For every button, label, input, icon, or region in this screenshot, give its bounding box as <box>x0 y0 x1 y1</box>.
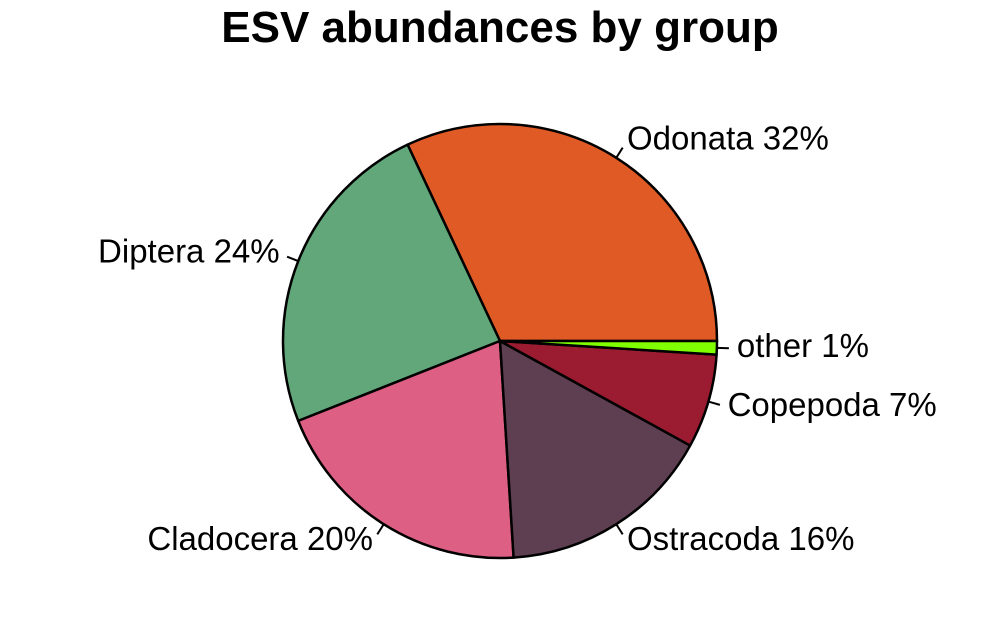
label-tick-odonata <box>615 147 624 159</box>
label-tick-cladocera <box>376 523 385 535</box>
label-tick-diptera <box>286 255 299 263</box>
slice-label-copepoda: Copepoda 7% <box>728 386 937 423</box>
slice-label-odonata: Odonata 32% <box>627 120 829 157</box>
slice-label-diptera: Diptera 24% <box>98 232 280 269</box>
slice-label-ostracoda: Ostracoda 16% <box>627 520 854 557</box>
label-tick-copepoda <box>708 400 721 406</box>
pie-slice-odonata <box>406 122 719 343</box>
pie-slice-cladocera <box>296 339 515 560</box>
label-tick-ostracoda <box>615 523 624 535</box>
slice-label-other: other 1% <box>737 327 869 364</box>
slice-label-cladocera: Cladocera 20% <box>147 520 373 557</box>
pie-slice-diptera <box>281 143 502 423</box>
chart-title: ESV abundances by group <box>221 3 779 52</box>
